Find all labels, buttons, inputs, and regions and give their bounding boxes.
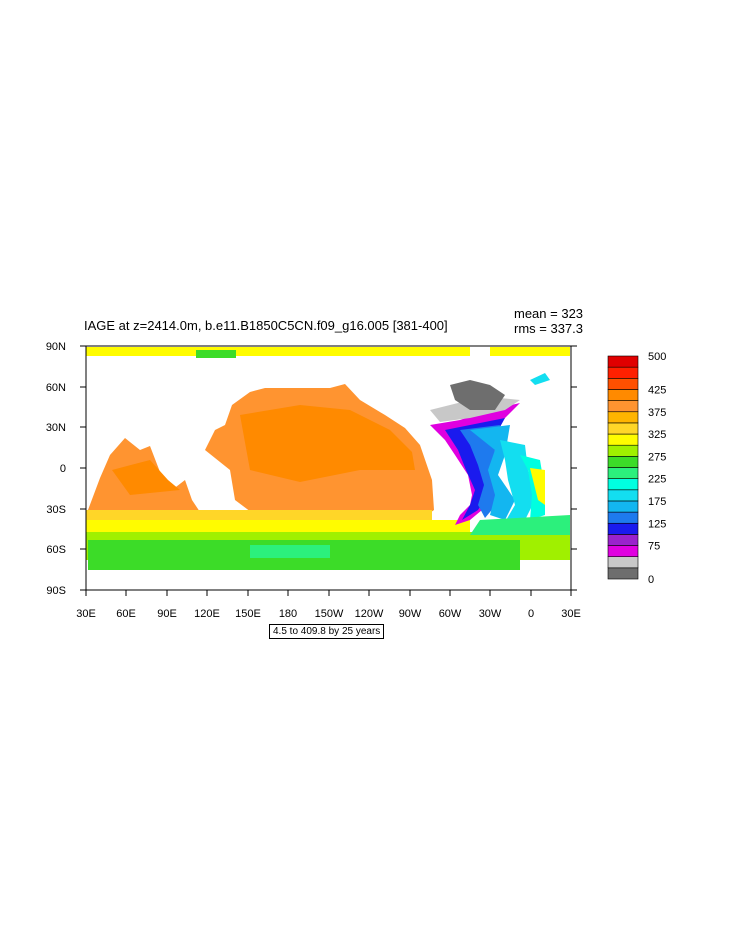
lon-axis: 30E 60E 90E 120E 150E 180 150W 120W 90W … (76, 590, 581, 620)
lon-label: 90W (399, 608, 422, 620)
colorbar-box (607, 400, 639, 413)
colorbar-box (607, 389, 639, 401)
colorbar-label: 425 (648, 384, 666, 396)
lon-label: 150E (235, 608, 261, 620)
lon-label: 120E (194, 608, 220, 620)
mean-value: mean = 323 (514, 306, 584, 321)
lon-label: 120W (355, 608, 384, 620)
colorbar-label: 325 (648, 429, 666, 441)
lon-label: 30E (561, 608, 581, 620)
lat-label: 60S (46, 544, 66, 556)
colorbar-label: 275 (648, 451, 666, 463)
lon-label: 180 (279, 608, 297, 620)
lon-label: 150W (315, 608, 344, 620)
colorbar-box (607, 522, 639, 535)
colorbar-label: 125 (648, 518, 666, 530)
lon-label: 60W (439, 608, 462, 620)
ocean-age-fill (86, 347, 570, 570)
colorbar-box (607, 366, 639, 379)
lat-label: 90S (46, 585, 66, 597)
colorbar-box (607, 433, 639, 446)
colorbar-box (607, 534, 639, 546)
colorbar-box (607, 556, 639, 569)
colorbar-box (607, 489, 639, 502)
colorbar-box (607, 444, 639, 457)
colorbar-box (607, 456, 639, 468)
colorbar-label: 175 (648, 496, 666, 508)
lat-label: 30S (46, 504, 66, 516)
lon-label: 30E (76, 608, 96, 620)
colorbar-label: 375 (648, 407, 666, 419)
colorbar-box (607, 377, 639, 390)
colorbar-box (607, 545, 639, 557)
colorbar-boxes (607, 355, 639, 580)
colorbar-box (607, 422, 639, 435)
lon-label: 60E (116, 608, 136, 620)
lon-label: 0 (528, 608, 534, 620)
lon-label: 30W (479, 608, 502, 620)
colorbar-box (607, 567, 639, 580)
lat-label: 0 (60, 463, 66, 475)
lat-label: 90N (46, 341, 66, 353)
plot-title: IAGE at z=2414.0m, b.e11.B1850C5CN.f09_g… (84, 318, 448, 333)
contour-info-label: 4.5 to 409.8 by 25 years (269, 624, 385, 639)
colorbar-box (607, 355, 639, 368)
colorbar-box (607, 411, 639, 424)
colorbar-label: 75 (648, 541, 660, 553)
colorbar-box (607, 478, 639, 491)
colorbar-label: 225 (648, 474, 666, 486)
lon-label: 90E (157, 608, 177, 620)
colorbar-box (607, 467, 639, 479)
lat-label: 30N (46, 422, 66, 434)
colorbar-labels: 0 75 125 175 225 275 325 375 425 500 (648, 351, 666, 586)
colorbar-box (607, 511, 639, 524)
colorbar-box (607, 500, 639, 513)
colorbar-label: 500 (648, 351, 666, 363)
lat-label: 60N (46, 382, 66, 394)
rms-value: rms = 337.3 (514, 321, 584, 336)
lat-axis: 90N 60N 30N 0 30S 60S 90S (46, 341, 577, 597)
colorbar-label: 0 (648, 574, 654, 586)
